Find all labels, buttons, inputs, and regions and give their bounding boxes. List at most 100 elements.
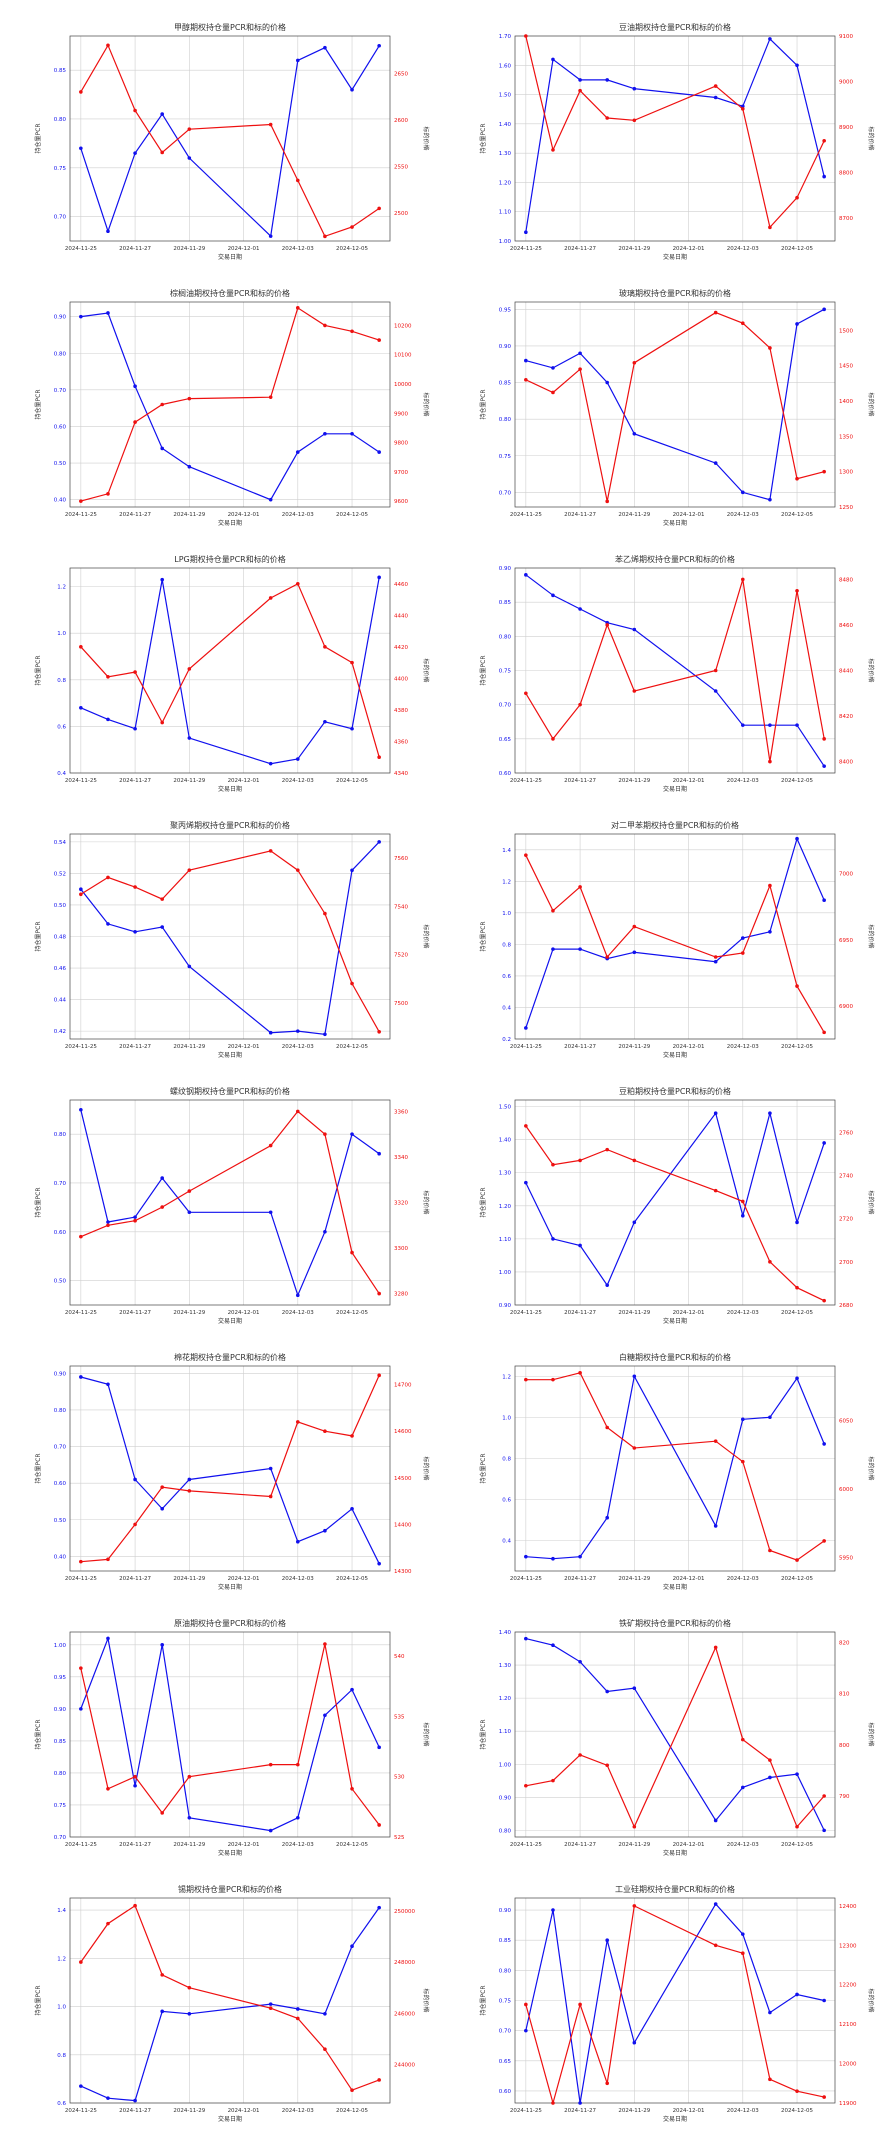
y-tick-label: 1.20 bbox=[499, 180, 512, 186]
price-point bbox=[713, 1943, 718, 1948]
price-point bbox=[632, 924, 637, 929]
x-tick-label: 2024-11-29 bbox=[618, 1310, 650, 1316]
x-tick-label: 2024-11-27 bbox=[564, 1044, 596, 1050]
pcr-point bbox=[79, 705, 83, 710]
y-tick-label: 0.75 bbox=[499, 669, 512, 675]
pcr-point bbox=[822, 1998, 826, 2003]
pcr-point bbox=[551, 947, 555, 951]
x-tick-label: 2024-11-27 bbox=[564, 1310, 596, 1316]
pcr-point bbox=[350, 431, 354, 436]
x-tick-label: 2024-12-03 bbox=[282, 2108, 314, 2114]
y2-tick-label: 7540 bbox=[394, 904, 408, 910]
x-tick-label: 2024-11-25 bbox=[510, 1576, 542, 1582]
y-tick-label: 0.52 bbox=[54, 871, 66, 877]
y-tick-label: 0.60 bbox=[54, 424, 67, 430]
plot-frame bbox=[69, 35, 391, 242]
price-point bbox=[268, 1143, 273, 1148]
price-point bbox=[133, 885, 137, 889]
pcr-point bbox=[187, 464, 192, 469]
chart-svg: 原油期权持仓量PCR和标的价格 0.70 0.75 0.80 0.85 0.90 0.95 1… bbox=[34, 1618, 430, 1857]
y-axis-label: 持仓量PCR bbox=[479, 922, 487, 952]
pcr-point bbox=[133, 2098, 137, 2103]
price-point bbox=[551, 390, 555, 395]
y-tick-label: 1.2 bbox=[502, 1374, 511, 1380]
y-axis-label: 持仓量PCR bbox=[34, 1454, 42, 1484]
pcr-line bbox=[80, 1907, 380, 2102]
pcr-point bbox=[295, 2007, 300, 2011]
price-point bbox=[822, 469, 826, 474]
price-point bbox=[795, 984, 799, 988]
chart-title: 聚丙烯期权持仓量PCR和标的价格 bbox=[170, 820, 290, 830]
chart-svg: 豆油期权持仓量PCR和标的价格 1.00 1.10 1.20 1.30 1.40 1.50 1… bbox=[479, 22, 875, 261]
x-tick-label: 2024-11-29 bbox=[173, 2108, 205, 2114]
x-tick-label: 2024-12-01 bbox=[673, 1044, 705, 1050]
pcr-point bbox=[740, 104, 745, 109]
price-point bbox=[822, 1298, 826, 1303]
price-point bbox=[740, 577, 745, 582]
pcr-point bbox=[187, 1477, 192, 1482]
pcr-point bbox=[268, 497, 273, 502]
y2-axis-label: 标的价格 bbox=[867, 924, 875, 948]
y2-tick-label: 800 bbox=[839, 1743, 850, 1749]
y2-tick-label: 6950 bbox=[839, 938, 853, 944]
x-axis-label: 交易日期 bbox=[218, 2115, 242, 2123]
pcr-point bbox=[578, 351, 582, 356]
y2-tick-label: 14400 bbox=[394, 1522, 412, 1528]
y-tick-label: 0.80 bbox=[499, 1828, 512, 1834]
y-axis-label: 持仓量PCR bbox=[34, 1986, 42, 2016]
price-point bbox=[160, 1811, 165, 1815]
y2-axis-label: 标的价格 bbox=[422, 392, 430, 416]
price-point bbox=[551, 2101, 555, 2105]
chart-title: 对二甲苯期权持仓量PCR和标的价格 bbox=[611, 820, 739, 830]
plot-frame bbox=[514, 301, 836, 508]
price-point bbox=[768, 1548, 772, 1553]
y-tick-label: 0.60 bbox=[499, 2089, 512, 2095]
x-tick-label: 2024-11-29 bbox=[173, 778, 205, 784]
y2-tick-label: 820 bbox=[839, 1640, 850, 1646]
x-tick-label: 2024-11-29 bbox=[618, 512, 650, 518]
y2-tick-label: 9800 bbox=[394, 441, 408, 447]
chart-panel: 豆油期权持仓量PCR和标的价格 1.00 1.10 1.20 1.30 1.40 1.50 1… bbox=[455, 14, 887, 279]
x-tick-label: 2024-11-29 bbox=[618, 246, 650, 252]
pcr-point bbox=[295, 1293, 300, 1298]
chart-svg: 对二甲苯期权持仓量PCR和标的价格 0.2 0.4 0.6 0.8 1.0 1.2 1.4 69… bbox=[479, 820, 875, 1059]
y-tick-label: 0.90 bbox=[499, 1908, 512, 1914]
chart-title: 锡期权持仓量PCR和标的价格 bbox=[178, 1884, 282, 1894]
pcr-point bbox=[377, 1561, 381, 1566]
pcr-point bbox=[268, 1466, 273, 1471]
price-point bbox=[133, 1218, 137, 1223]
price-point bbox=[106, 875, 110, 880]
price-point bbox=[350, 1250, 354, 1255]
price-point bbox=[822, 1030, 826, 1035]
price-point bbox=[323, 645, 327, 649]
y-axis-label: 持仓量PCR bbox=[479, 656, 487, 686]
chart-panel: 棕榈油期权持仓量PCR和标的价格 0.40 0.50 0.60 0.70 0.80 0.90… bbox=[10, 280, 450, 545]
price-point bbox=[713, 84, 718, 88]
pcr-point bbox=[605, 1283, 610, 1287]
y-axis-label: 持仓量PCR bbox=[479, 1188, 487, 1218]
y2-tick-label: 14700 bbox=[394, 1383, 412, 1389]
price-point bbox=[713, 310, 718, 315]
pcr-point bbox=[768, 723, 772, 727]
pcr-point bbox=[187, 156, 192, 160]
pcr-point bbox=[605, 78, 610, 82]
pcr-point bbox=[740, 936, 745, 940]
x-tick-label: 2024-12-01 bbox=[228, 246, 260, 252]
y2-axis-label: 标的价格 bbox=[422, 1722, 430, 1746]
plot-frame bbox=[69, 301, 391, 508]
y-axis-label: 持仓量PCR bbox=[479, 390, 487, 420]
y2-tick-label: 2760 bbox=[839, 1130, 853, 1136]
chart-panel: 聚丙烯期权持仓量PCR和标的价格 0.42 0.44 0.46 0.48 0.50 0.52… bbox=[10, 812, 450, 1077]
price-point bbox=[160, 1973, 165, 1977]
y2-tick-label: 7560 bbox=[394, 856, 408, 862]
y-axis-label: 持仓量PCR bbox=[34, 390, 42, 420]
pcr-line bbox=[80, 1636, 380, 1832]
y2-tick-label: 4400 bbox=[394, 676, 408, 682]
x-tick-label: 2024-11-27 bbox=[119, 1576, 151, 1582]
x-tick-label: 2024-12-05 bbox=[336, 1310, 368, 1316]
y-tick-label: 0.85 bbox=[54, 1739, 67, 1745]
pcr-point bbox=[605, 1938, 610, 1943]
x-tick-label: 2024-12-03 bbox=[727, 1842, 759, 1848]
price-point bbox=[187, 127, 192, 131]
y-tick-label: 1.00 bbox=[499, 1762, 512, 1768]
